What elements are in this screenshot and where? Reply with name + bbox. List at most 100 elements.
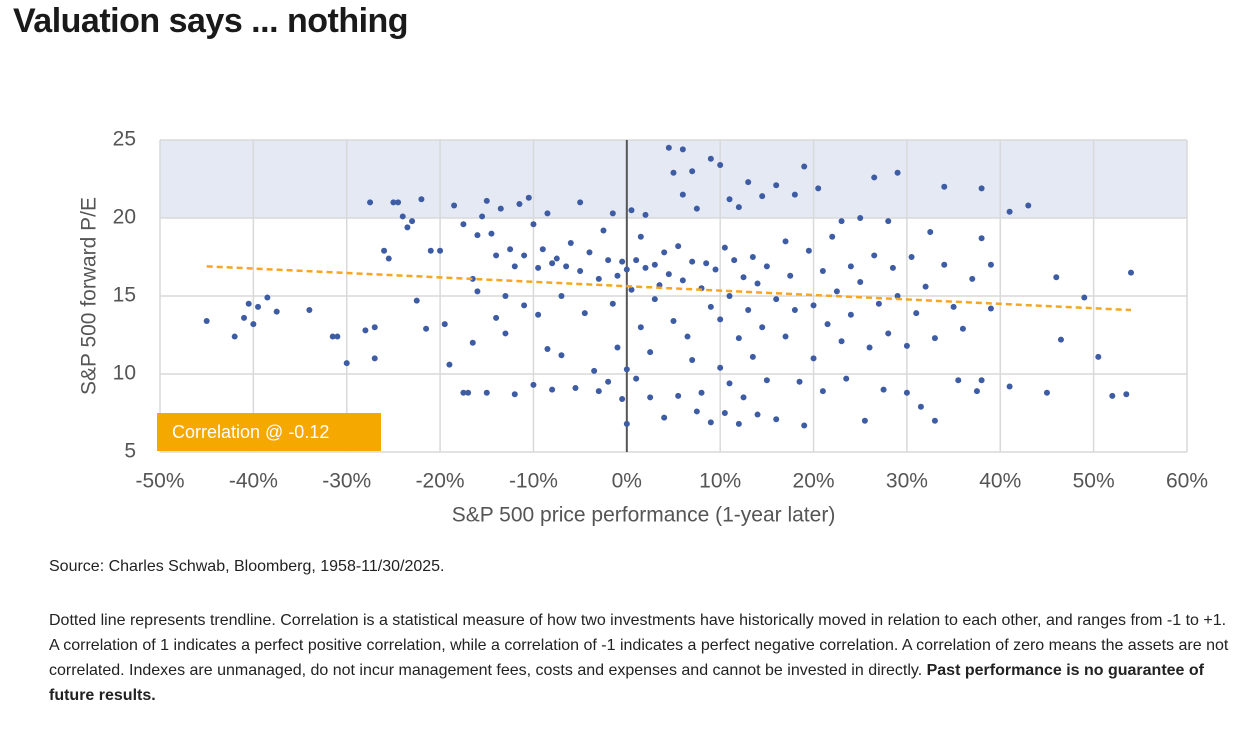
point	[371, 355, 378, 362]
point	[619, 258, 626, 265]
point	[698, 389, 705, 396]
point	[726, 196, 733, 203]
point	[329, 333, 336, 340]
point	[684, 333, 691, 340]
point	[941, 183, 948, 190]
point	[483, 389, 490, 396]
point	[563, 263, 570, 270]
point	[922, 283, 929, 290]
point	[693, 408, 700, 415]
point	[1109, 392, 1116, 399]
point	[782, 333, 789, 340]
point	[857, 215, 864, 221]
point	[740, 274, 747, 281]
x-tick-label: 60%	[1166, 470, 1208, 493]
point	[978, 377, 985, 384]
x-tick-label: -10%	[509, 470, 558, 493]
point	[609, 210, 616, 217]
point	[801, 422, 808, 429]
point	[838, 218, 845, 225]
point	[665, 271, 672, 278]
point	[595, 388, 602, 395]
x-tick-label: 50%	[1073, 470, 1115, 493]
point	[661, 249, 668, 256]
point	[894, 293, 901, 299]
point	[987, 261, 994, 268]
point	[917, 403, 924, 410]
x-tick-label: 20%	[793, 470, 835, 493]
point	[511, 263, 518, 270]
point	[782, 238, 789, 245]
point	[502, 330, 509, 337]
point	[1081, 294, 1088, 301]
shaded-band	[160, 140, 1187, 218]
point	[623, 420, 630, 427]
point	[619, 395, 626, 402]
point	[847, 311, 854, 318]
point	[861, 417, 868, 424]
point	[581, 310, 588, 317]
point	[726, 293, 733, 299]
point	[334, 333, 341, 340]
point	[381, 247, 388, 254]
point	[614, 344, 621, 351]
point	[717, 364, 724, 371]
point	[661, 414, 668, 421]
trendline	[206, 265, 1132, 312]
point	[931, 417, 938, 424]
point	[474, 232, 481, 239]
point	[885, 218, 892, 225]
point	[754, 411, 761, 418]
point	[231, 333, 238, 340]
point	[423, 325, 430, 332]
point	[577, 199, 584, 206]
point	[885, 330, 892, 337]
point	[367, 199, 374, 206]
point	[1127, 269, 1134, 276]
point	[670, 317, 677, 324]
point	[595, 275, 602, 282]
point	[446, 361, 453, 368]
point	[605, 257, 612, 264]
point	[469, 339, 476, 346]
point	[824, 321, 831, 328]
point	[502, 293, 509, 299]
point	[390, 199, 397, 206]
point	[969, 275, 976, 282]
point	[343, 360, 350, 367]
point	[507, 246, 514, 253]
point	[931, 335, 938, 342]
point	[460, 221, 467, 228]
point	[535, 264, 542, 271]
point	[544, 346, 551, 353]
point	[838, 338, 845, 345]
point	[633, 375, 640, 382]
point	[759, 324, 766, 331]
point	[203, 317, 210, 324]
point	[689, 258, 696, 265]
point	[1053, 274, 1060, 281]
point	[941, 261, 948, 268]
point	[273, 308, 280, 315]
point	[763, 263, 770, 270]
disclaimer-bold: Past performance is no guarantee of futu…	[49, 662, 1204, 704]
point	[567, 239, 574, 246]
point	[623, 266, 630, 273]
point	[549, 386, 556, 393]
point	[544, 210, 551, 217]
point	[404, 224, 411, 231]
point	[609, 300, 616, 307]
point	[572, 385, 579, 392]
point	[413, 297, 420, 304]
point	[441, 321, 448, 328]
point	[726, 380, 733, 387]
point	[362, 327, 369, 334]
point	[866, 344, 873, 351]
point	[1043, 389, 1050, 396]
point	[549, 260, 556, 267]
point	[264, 294, 271, 301]
point	[889, 264, 896, 271]
source-note: Source: Charles Schwab, Bloomberg, 1958-…	[49, 558, 445, 575]
annotation: Correlation @ -0.12	[172, 422, 329, 442]
